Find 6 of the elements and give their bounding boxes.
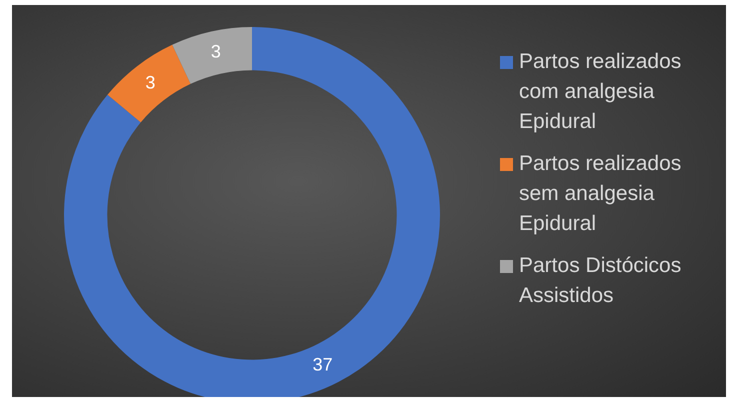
data-label: 3 — [210, 42, 221, 62]
legend-label: Partos Distócicos Assistidos — [519, 253, 682, 309]
data-label: 37 — [312, 354, 333, 375]
legend-label: Partos realizados com analgesia Epidural — [519, 49, 682, 135]
data-label: 3 — [145, 72, 156, 92]
legend-label: Partos realizados sem analgesia Epidural — [519, 151, 682, 237]
